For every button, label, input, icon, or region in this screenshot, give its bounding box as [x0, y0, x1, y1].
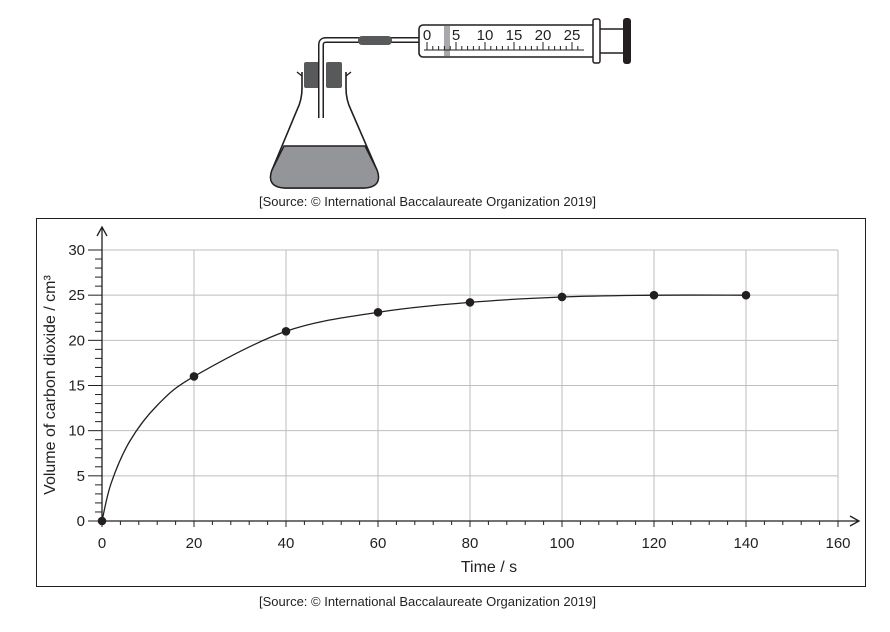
x-tick-labels: 0 20 40 60 80 100 120 140 160 — [98, 535, 851, 552]
svg-text:5: 5 — [77, 468, 85, 485]
svg-text:0: 0 — [423, 27, 431, 44]
data-point — [373, 308, 383, 317]
data-point — [189, 372, 199, 381]
svg-text:30: 30 — [68, 242, 85, 259]
data-point — [649, 290, 659, 300]
chart-frame — [36, 218, 866, 587]
svg-text:160: 160 — [825, 535, 850, 552]
svg-text:0: 0 — [77, 513, 85, 530]
best-fit-curve — [101, 294, 747, 522]
apparatus-source-caption: [Source: © International Baccalaureate O… — [259, 194, 596, 209]
svg-text:100: 100 — [549, 535, 574, 552]
svg-text:140: 140 — [733, 535, 758, 552]
svg-text:40: 40 — [278, 535, 295, 552]
svg-text:0: 0 — [98, 535, 106, 552]
svg-text:80: 80 — [462, 535, 479, 552]
tube-connector — [358, 36, 392, 45]
y-tick-labels: 0 5 10 15 20 25 30 — [68, 242, 85, 530]
svg-text:15: 15 — [506, 27, 523, 44]
data-point — [557, 292, 567, 302]
data-point — [741, 290, 751, 300]
svg-text:10: 10 — [68, 423, 85, 440]
apparatus-diagram: 0 5 10 15 20 25 — [269, 18, 631, 189]
chart-source-caption: [Source: © International Baccalaureate O… — [259, 594, 596, 609]
svg-text:5: 5 — [452, 27, 460, 44]
svg-text:20: 20 — [535, 27, 552, 44]
gas-syringe: 0 5 10 15 20 25 — [418, 18, 631, 64]
data-point — [465, 298, 475, 307]
delivery-tube — [318, 37, 420, 118]
svg-text:120: 120 — [641, 535, 666, 552]
svg-text:60: 60 — [370, 535, 387, 552]
svg-text:25: 25 — [564, 27, 581, 44]
svg-text:20: 20 — [186, 535, 203, 552]
data-points — [97, 290, 751, 526]
data-point — [97, 516, 107, 526]
axes — [88, 225, 861, 527]
svg-text:20: 20 — [68, 332, 85, 349]
svg-text:25: 25 — [68, 287, 85, 304]
svg-text:15: 15 — [68, 378, 85, 395]
y-axis-title: Volume of carbon dioxide / cm³ — [42, 275, 59, 495]
svg-text:10: 10 — [477, 27, 494, 44]
conical-flask — [269, 71, 380, 189]
x-axis-title: Time / s — [461, 559, 517, 576]
grid-lines — [102, 249, 839, 521]
data-point — [281, 327, 291, 336]
stopper — [304, 62, 342, 88]
